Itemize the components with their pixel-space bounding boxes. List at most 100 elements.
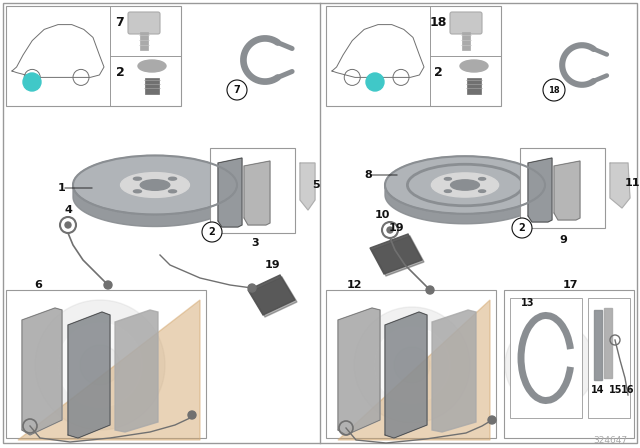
Polygon shape [372, 236, 424, 276]
Text: 19: 19 [388, 223, 404, 233]
Ellipse shape [431, 173, 499, 197]
Polygon shape [22, 308, 62, 435]
Circle shape [104, 281, 112, 289]
Ellipse shape [140, 180, 170, 190]
Polygon shape [218, 158, 242, 227]
FancyBboxPatch shape [326, 290, 496, 438]
Polygon shape [73, 185, 237, 227]
Text: 6: 6 [34, 280, 42, 290]
Text: 2: 2 [209, 227, 216, 237]
Circle shape [35, 300, 165, 430]
Circle shape [426, 286, 434, 294]
Polygon shape [338, 300, 490, 440]
Ellipse shape [479, 177, 486, 180]
Circle shape [543, 79, 565, 101]
Polygon shape [604, 308, 612, 378]
FancyBboxPatch shape [6, 290, 206, 438]
FancyBboxPatch shape [6, 6, 181, 106]
Ellipse shape [479, 190, 486, 193]
FancyBboxPatch shape [588, 298, 630, 418]
Polygon shape [594, 310, 602, 380]
Polygon shape [250, 277, 297, 317]
Text: 2: 2 [116, 65, 124, 78]
Circle shape [366, 73, 384, 91]
FancyBboxPatch shape [467, 78, 481, 94]
Text: 19: 19 [264, 260, 280, 270]
Text: 11: 11 [624, 178, 640, 188]
Text: 5: 5 [312, 180, 320, 190]
Text: 1: 1 [58, 183, 66, 193]
FancyBboxPatch shape [326, 6, 501, 106]
FancyBboxPatch shape [450, 12, 482, 34]
Text: 18: 18 [429, 16, 447, 29]
Polygon shape [385, 185, 545, 224]
Circle shape [387, 227, 393, 233]
Polygon shape [370, 234, 422, 274]
Ellipse shape [168, 190, 177, 193]
Text: 16: 16 [621, 385, 635, 395]
Text: 12: 12 [346, 280, 362, 290]
Text: 3: 3 [251, 238, 259, 248]
Polygon shape [338, 308, 380, 435]
Ellipse shape [134, 190, 141, 193]
Text: 14: 14 [591, 385, 605, 395]
Ellipse shape [385, 156, 545, 214]
FancyBboxPatch shape [462, 32, 470, 50]
Text: 4: 4 [64, 205, 72, 215]
Circle shape [505, 320, 595, 410]
Polygon shape [554, 161, 580, 220]
Polygon shape [115, 310, 158, 432]
Polygon shape [18, 300, 200, 440]
Circle shape [188, 411, 196, 419]
Ellipse shape [168, 177, 177, 180]
Ellipse shape [134, 177, 141, 180]
Text: 7: 7 [234, 85, 241, 95]
FancyBboxPatch shape [510, 298, 582, 418]
Polygon shape [244, 161, 270, 225]
Text: 17: 17 [563, 280, 578, 290]
Circle shape [58, 323, 142, 407]
Circle shape [202, 222, 222, 242]
Circle shape [65, 222, 71, 228]
Ellipse shape [73, 155, 237, 215]
Circle shape [394, 347, 430, 383]
Polygon shape [432, 310, 476, 432]
FancyBboxPatch shape [128, 12, 160, 34]
Circle shape [512, 218, 532, 238]
Polygon shape [300, 163, 315, 210]
Circle shape [23, 73, 41, 91]
Text: 2: 2 [518, 223, 525, 233]
FancyBboxPatch shape [140, 32, 148, 50]
Ellipse shape [444, 177, 451, 180]
Circle shape [374, 327, 450, 403]
Text: 324647: 324647 [593, 435, 627, 444]
FancyBboxPatch shape [210, 148, 295, 233]
FancyBboxPatch shape [3, 3, 637, 443]
Circle shape [522, 337, 578, 393]
Text: 15: 15 [609, 385, 623, 395]
Ellipse shape [444, 190, 451, 193]
Polygon shape [248, 275, 295, 315]
Circle shape [354, 307, 470, 423]
Polygon shape [528, 158, 552, 222]
Circle shape [248, 284, 256, 292]
Ellipse shape [120, 172, 189, 198]
Polygon shape [385, 312, 427, 438]
FancyBboxPatch shape [520, 148, 605, 228]
Polygon shape [610, 163, 630, 208]
Text: 2: 2 [434, 65, 442, 78]
Text: 18: 18 [548, 86, 560, 95]
Circle shape [80, 345, 120, 385]
FancyBboxPatch shape [145, 78, 159, 94]
Text: 10: 10 [374, 210, 390, 220]
Text: 7: 7 [116, 16, 124, 29]
FancyBboxPatch shape [504, 290, 634, 438]
Text: 9: 9 [559, 235, 567, 245]
Ellipse shape [138, 60, 166, 72]
Ellipse shape [451, 180, 479, 190]
Text: 8: 8 [364, 170, 372, 180]
Circle shape [488, 416, 496, 424]
Ellipse shape [460, 60, 488, 72]
Circle shape [227, 80, 247, 100]
Text: 13: 13 [521, 298, 535, 308]
